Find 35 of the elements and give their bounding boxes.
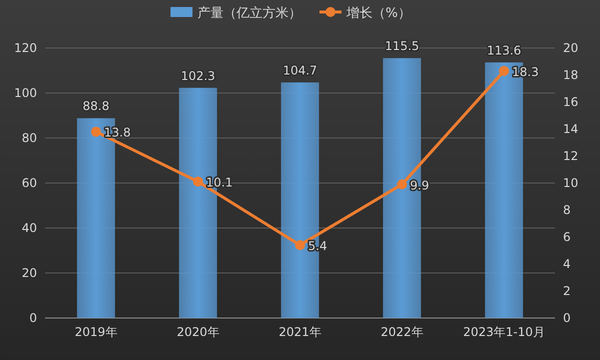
y2-tick-label: 4 <box>563 257 571 271</box>
x-tick-label: 2023年1-10月 <box>463 325 545 339</box>
point <box>295 240 305 250</box>
x-tick-label: 2021年 <box>278 325 322 339</box>
y-tick-label: 20 <box>22 266 37 280</box>
x-tick-label: 2019年 <box>74 325 118 339</box>
y2-tick-label: 20 <box>563 41 578 55</box>
y2-tick-label: 10 <box>563 176 578 190</box>
y-tick-label: 100 <box>14 86 37 100</box>
point <box>193 176 203 187</box>
y-tick-label: 60 <box>22 176 37 190</box>
data-label: 113.6 <box>486 43 522 58</box>
y2-tick-label: 0 <box>563 311 571 325</box>
legend-label: 增长（%） <box>346 6 411 21</box>
y2-tick-label: 18 <box>563 68 578 82</box>
y2-tick-label: 12 <box>563 149 578 163</box>
legend-label: 产量（亿立方米） <box>198 5 302 21</box>
point <box>397 179 407 190</box>
point <box>91 126 101 137</box>
data-label: 104.7 <box>282 63 318 78</box>
y2-tick-label: 6 <box>563 230 571 244</box>
y2-tick-label: 8 <box>563 203 571 217</box>
y-tick-label: 120 <box>14 41 37 55</box>
data-label: 115.5 <box>384 39 420 54</box>
y-tick-label: 80 <box>22 131 37 145</box>
y2-tick-label: 16 <box>563 95 578 109</box>
y-tick-label: 0 <box>29 311 37 325</box>
x-tick-label: 2022年 <box>380 325 424 339</box>
y-tick-label: 40 <box>22 221 37 235</box>
y2-tick-label: 2 <box>563 284 571 298</box>
x-tick-label: 2020年 <box>176 325 220 339</box>
point <box>499 66 509 76</box>
data-label: 102.3 <box>180 68 216 83</box>
y2-tick-label: 14 <box>563 122 578 136</box>
data-label: 88.8 <box>82 99 110 114</box>
